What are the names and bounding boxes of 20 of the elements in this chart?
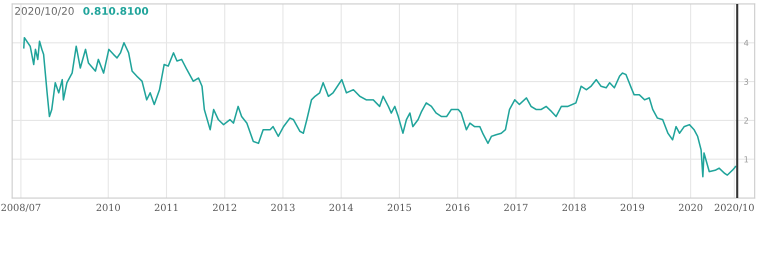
x-tick-label: 2013	[271, 204, 295, 212]
x-tick-label: 2017	[504, 204, 528, 212]
x-tick-label: 2016	[446, 204, 470, 212]
x-tick-label: 2020	[678, 204, 702, 212]
line-series	[23, 36, 736, 178]
y-tick-label: 3	[744, 78, 748, 85]
x-tick-label: 2012	[213, 204, 236, 212]
x-tick-label: 2014	[329, 204, 354, 212]
annotation: 0.810.8100	[83, 7, 148, 15]
annotation: 2020/10/20	[15, 7, 74, 16]
x-tick-label: 2019	[620, 204, 644, 212]
x-tick-label: 2018	[562, 204, 586, 212]
y-tick-label: 4	[744, 40, 748, 46]
y-tick-label: 2	[744, 117, 748, 124]
x-tick-label: 2010	[96, 204, 120, 212]
x-tick-label: 2020/10	[714, 204, 754, 212]
x-tick-label: 2015	[388, 204, 412, 212]
x-tick-label: 2011	[154, 204, 178, 212]
x-tick-label: 2008/07	[1, 204, 40, 212]
y-tick-label: 1	[744, 156, 748, 162]
